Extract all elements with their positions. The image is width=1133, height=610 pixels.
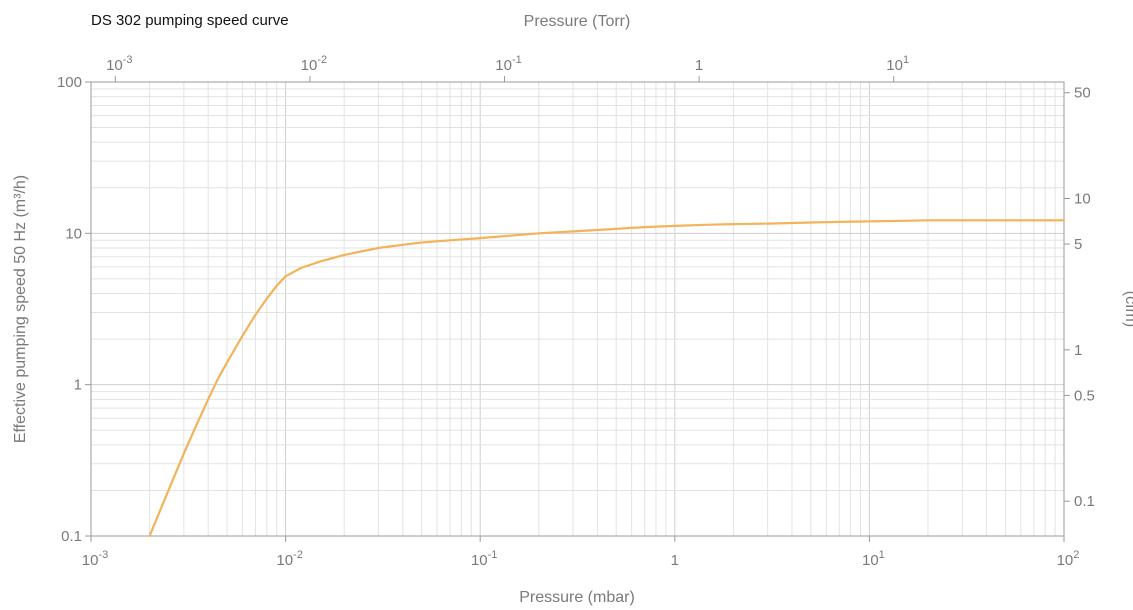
x-tick-label: 10-1 [471, 549, 497, 569]
x-tick-label: 10-2 [276, 549, 302, 569]
y2-tick-label: 1 [1074, 342, 1082, 359]
y-tick-label: 10 [65, 225, 82, 242]
y-tick-label: 100 [57, 74, 82, 91]
y2-tick-label: 50 [1074, 85, 1091, 102]
plot-frame [90, 81, 1065, 537]
x-tick-label: 102 [1057, 549, 1080, 569]
x-axis-label: Pressure (mbar) [519, 589, 635, 606]
y-axis-label: Effective pumping speed 50 Hz (m³/h) [12, 175, 29, 443]
curve-series [148, 219, 1066, 538]
x2-axis-label: Pressure (Torr) [524, 13, 631, 30]
x2-tick-label: 10-2 [301, 54, 327, 74]
grid [90, 82, 1064, 537]
x-tick-label: 101 [862, 549, 885, 569]
x-tick-label: 1 [671, 552, 679, 569]
y2-tick-label: 0.5 [1074, 387, 1095, 404]
y2-tick-label: 0.1 [1074, 493, 1095, 510]
y2-axis-label: (cfm) [1122, 291, 1133, 327]
y2-tick-label: 5 [1074, 236, 1082, 253]
x-tick-label: 10-3 [82, 549, 108, 569]
chart-title: DS 302 pumping speed curve [91, 12, 289, 29]
y2-tick-label: 10 [1074, 190, 1091, 207]
x2-tick-label: 1 [695, 57, 703, 74]
x2-tick-label: 10-3 [106, 54, 132, 74]
y-tick-label: 1 [74, 377, 82, 394]
x2-tick-label: 101 [886, 54, 909, 74]
x2-tick-label: 10-1 [495, 54, 521, 74]
y-tick-label: 0.1 [61, 528, 82, 545]
